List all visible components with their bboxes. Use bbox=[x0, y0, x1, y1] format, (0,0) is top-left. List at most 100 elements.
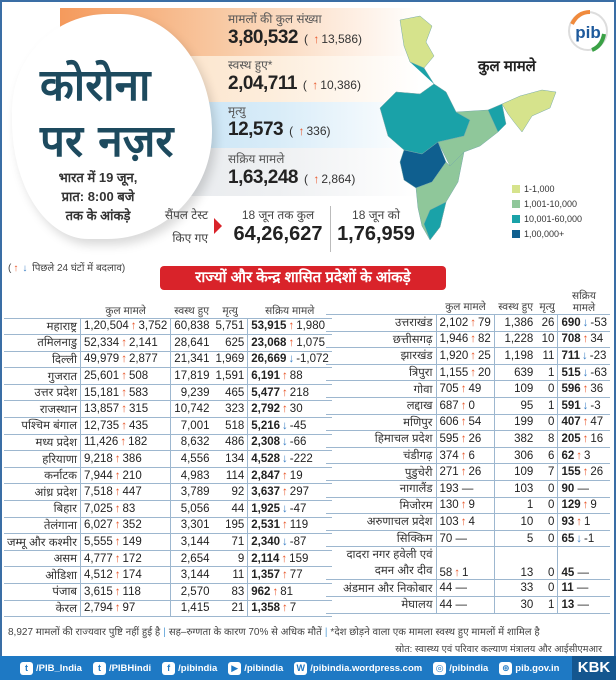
active-change: -222 bbox=[289, 453, 313, 466]
table-row: मिजोरम 130 ↑ 9 1 0 129 ↑ 9 bbox=[326, 496, 610, 514]
table-row: हरियाणा 9,218 ↑ 386 4,556 134 4,528 ↓ -222 bbox=[4, 450, 332, 468]
social-link[interactable]: ◎/pibindia bbox=[433, 661, 488, 675]
table-row: दादरा नगर हवेली एवं दमन और दीव 58 ↑ 1 13 0… bbox=[326, 546, 610, 580]
social-link[interactable]: t/PIB_India bbox=[20, 661, 82, 675]
wordpress-icon: W bbox=[294, 661, 308, 675]
active-value: 155 bbox=[561, 466, 581, 479]
total-change: 49 bbox=[468, 383, 482, 396]
arrow-up-icon: ↑ bbox=[282, 486, 288, 499]
arrow-up-icon: ↑ bbox=[460, 383, 467, 396]
table-row: सिक्किम 70 — 5 0 65 ↓ -1 bbox=[326, 529, 610, 547]
active-cell: 129 ↑ 9 bbox=[557, 496, 610, 514]
state-name: अंडमान और निकोबार bbox=[326, 579, 437, 597]
active-value: 62 bbox=[561, 449, 575, 462]
arrow-up-icon: ↑ bbox=[114, 469, 121, 482]
state-name: पश्चिम बंगाल bbox=[4, 417, 81, 435]
recovered-value: 9,239 bbox=[170, 383, 213, 401]
active-cell: 62 ↑ 3 bbox=[557, 446, 610, 464]
total-change: 182 bbox=[128, 436, 148, 449]
recovered-value: 109 bbox=[494, 380, 537, 398]
active-value: 2,792 bbox=[251, 403, 281, 416]
arrow-up-icon: ↑ bbox=[121, 370, 127, 383]
active-value: 708 bbox=[561, 333, 581, 346]
arrow-up-icon: ↑ bbox=[288, 320, 295, 333]
total-change: 386 bbox=[122, 453, 142, 466]
active-change: 218 bbox=[289, 386, 309, 399]
total-value: 705 bbox=[439, 383, 459, 396]
tests-day: 18 जून को 1,76,959 bbox=[336, 206, 416, 246]
state-name: मध्य प्रदेश bbox=[4, 433, 81, 451]
total-value: 2,102 bbox=[439, 316, 469, 329]
recovered-value: 3,789 bbox=[170, 483, 213, 501]
total-cell: 687 ↑ 0 bbox=[436, 396, 496, 415]
total-value: 70 bbox=[439, 532, 453, 545]
total-cell: 5,555 ↑ 149 bbox=[80, 533, 172, 551]
arrow-up-icon: ↑ bbox=[282, 569, 288, 582]
social-link[interactable]: W/pibindia.wordpress.com bbox=[294, 661, 422, 675]
active-value: 53,915 bbox=[251, 320, 287, 333]
total-cell: 7,025 ↑ 83 bbox=[80, 500, 172, 518]
stat-label: सक्रिय मामले bbox=[228, 152, 285, 166]
arrow-down-icon: ↓ bbox=[282, 436, 288, 449]
state-name: छत्तीसगढ़ bbox=[326, 330, 437, 348]
table-row: लद्दाख 687 ↑ 0 95 1 591 ↓ -3 bbox=[326, 396, 610, 415]
social-link[interactable]: ⊕ pib.gov.in bbox=[499, 661, 560, 675]
table-row: मध्य प्रदेश 11,426 ↑ 182 8,632 486 2,308 ↓ -… bbox=[4, 433, 332, 451]
state-name: मेघालय bbox=[326, 595, 437, 614]
total-value: 4,512 bbox=[84, 569, 113, 582]
stat-change: ( ↑ 10,386) bbox=[302, 78, 361, 92]
deaths-value: 0 bbox=[536, 579, 558, 597]
active-change: 19 bbox=[289, 469, 303, 482]
arrow-up-icon: ↑ bbox=[460, 515, 467, 528]
footnote-recovered: *देश छोड़ने वाला एक मामला स्वस्थ हुए माम… bbox=[330, 627, 540, 638]
arrow-up-icon: ↑ bbox=[121, 403, 127, 416]
arrow-up-icon: ↑ bbox=[582, 333, 589, 346]
social-label: pib.gov.in bbox=[515, 662, 560, 674]
table-row: तमिलनाडु 52,334 ↑ 2,141 28,641 625 23,068 ↑… bbox=[4, 334, 332, 352]
deaths-value: 134 bbox=[212, 450, 248, 468]
change-note: पिछले 24 घंटों में बदलाव bbox=[32, 263, 122, 274]
recovered-value: 60,838 bbox=[170, 317, 213, 335]
state-name: पंजाब bbox=[4, 583, 81, 601]
deaths-value: 0 bbox=[536, 413, 558, 431]
arrow-up-icon: ↑ bbox=[460, 466, 467, 479]
recovered-value: 3,301 bbox=[170, 516, 213, 534]
total-value: 595 bbox=[439, 432, 459, 445]
tests-total-label: 18 जून तक कुल bbox=[241, 208, 315, 222]
stat-block: स्वस्थ हुए* 2,04,711 ( ↑ 10,386) bbox=[228, 56, 361, 95]
recovered-value: 30 bbox=[494, 595, 537, 614]
table-row: छत्तीसगढ़ 1,946 ↑ 82 1,228 10 708 ↑ 34 bbox=[326, 330, 610, 348]
deaths-value: 323 bbox=[212, 400, 248, 418]
social-link[interactable]: t/PIBHindi bbox=[92, 661, 151, 675]
arrow-up-icon: ↑ bbox=[114, 519, 121, 532]
title-bubble bbox=[12, 14, 212, 239]
deaths-value: 625 bbox=[212, 334, 248, 352]
total-cell: 130 ↑ 9 bbox=[436, 496, 496, 514]
col-deaths: मृत्यु bbox=[222, 304, 238, 317]
total-value: 193 bbox=[439, 482, 459, 495]
active-value: 65 bbox=[561, 532, 575, 545]
active-cell: 13 — bbox=[557, 595, 610, 614]
social-link[interactable]: ▶/pibindia bbox=[228, 661, 283, 675]
arrow-up-icon: ↑ bbox=[460, 432, 467, 445]
social-link[interactable]: f/pibindia bbox=[162, 661, 217, 675]
legend-item: 10,001-60,000 bbox=[512, 212, 582, 227]
title-line: पर नज़र bbox=[40, 116, 174, 167]
active-change: 77 bbox=[289, 569, 303, 582]
stat-label: मृत्यु bbox=[228, 104, 246, 118]
active-change: 26 bbox=[590, 466, 604, 479]
date-line: तक के आंकड़े bbox=[65, 208, 131, 223]
arrow-up-icon: ↑ bbox=[288, 336, 295, 349]
active-value: 407 bbox=[561, 416, 581, 429]
total-value: 7,944 bbox=[84, 469, 113, 482]
arrow-up-icon: ↑ bbox=[313, 32, 320, 46]
table-row: तेलंगाना 6,027 ↑ 352 3,301 195 2,531 ↑ 119 bbox=[4, 516, 332, 534]
active-value: 962 bbox=[251, 585, 271, 598]
source-note: स्रोत: स्वास्थ्य एवं परिवार कल्याण मंत्र… bbox=[395, 644, 602, 655]
total-change: 79 bbox=[478, 316, 491, 329]
active-cell: 708 ↑ 34 bbox=[557, 330, 610, 348]
active-change: -23 bbox=[589, 349, 607, 362]
active-cell: 2,792 ↑ 30 bbox=[247, 400, 332, 418]
title-line: कोरोना bbox=[40, 60, 151, 111]
deaths-value: 11 bbox=[212, 566, 248, 584]
